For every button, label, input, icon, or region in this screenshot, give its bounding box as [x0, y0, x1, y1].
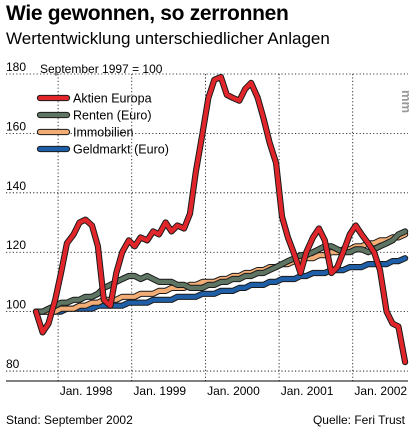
legend-label: Immobilien: [73, 126, 133, 140]
x-tick-label: Jan. 2001: [281, 384, 334, 398]
x-tick-label: Jan. 2002: [354, 384, 407, 398]
series-lines: [32, 73, 409, 366]
legend-label: Aktien Europa: [73, 92, 152, 106]
y-tick-label: 100: [6, 298, 26, 312]
index-note: September 1997 = 100: [40, 62, 163, 76]
x-tick-label: Jan. 2000: [207, 384, 260, 398]
stand-date: Stand: September 2002: [6, 413, 133, 427]
series-outline: [32, 231, 409, 315]
y-tick-label: 80: [6, 357, 20, 371]
legend-label: Geldmarkt (Euro): [73, 143, 169, 157]
watermark-logo: mm: [399, 90, 413, 113]
legend: Aktien Europa Renten (Euro) Immobilien Geld…: [36, 92, 169, 157]
y-tick-label: 120: [6, 238, 26, 252]
y-tick-label: 160: [6, 119, 26, 133]
x-tick-label: Jan. 1999: [133, 384, 186, 398]
chart-subtitle: Wertentwicklung unterschiedlicher Anlage…: [6, 29, 330, 48]
source-credit: Quelle: Feri Trust: [312, 413, 405, 427]
chart-title: Wie gewonnen, so zerronnen: [6, 2, 289, 25]
y-tick-label: 180: [6, 60, 26, 74]
x-tick-label: Jan. 1998: [60, 384, 113, 398]
legend-label: Renten (Euro): [73, 109, 152, 123]
y-tick-label: 140: [6, 179, 26, 193]
axes: 80 100 120 140 160 180 Jan. 1998 Jan. 1999 Jan. …: [6, 60, 408, 398]
series-line-aktien-europa: [33, 74, 408, 365]
